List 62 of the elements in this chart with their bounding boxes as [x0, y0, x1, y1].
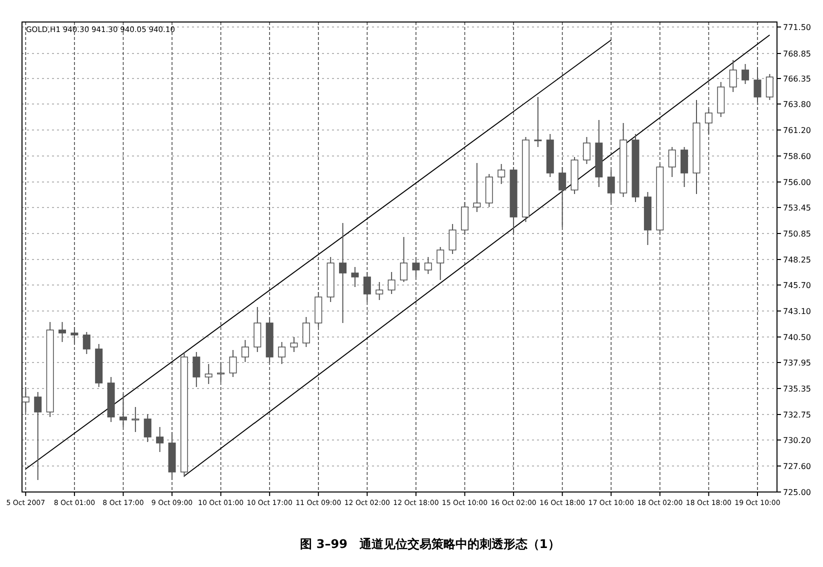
- candlestick: [448, 224, 456, 254]
- candlestick: [290, 336, 298, 352]
- y-tick-label: 732.75: [783, 410, 811, 420]
- y-tick-label: 737.95: [783, 358, 811, 368]
- y-tick-label: 771.50: [783, 23, 811, 32]
- candlestick: [229, 350, 237, 378]
- candlestick: [204, 364, 212, 384]
- candlestick: [22, 386, 30, 412]
- y-tick-label: 748.25: [783, 256, 811, 264]
- candlestick: [498, 164, 506, 184]
- candlestick: [82, 332, 90, 354]
- candlestick: [729, 60, 737, 92]
- candlestick: [607, 170, 615, 202]
- candlestick: [680, 146, 688, 188]
- candlestick: [668, 146, 676, 178]
- candlestick: [351, 266, 359, 288]
- candlestick: [363, 272, 371, 302]
- candlestick: [704, 108, 712, 134]
- y-tick-label: 727.60: [783, 462, 811, 471]
- candlestick: [742, 64, 750, 84]
- y-tick-label: 740.50: [783, 333, 811, 342]
- y-tick-label: 753.45: [783, 204, 811, 212]
- y-tick-label: 743.10: [783, 307, 811, 316]
- candlestick: [412, 256, 420, 278]
- y-tick-label: 766.35: [783, 74, 811, 84]
- candlestick: [376, 282, 384, 300]
- candlestick: [278, 342, 286, 364]
- candlestick: [217, 362, 225, 382]
- y-tick-label: 725.00: [783, 488, 811, 497]
- candlestick: [582, 136, 590, 164]
- text: 图 3–99 通道见位交易策略中的刺透形态（1）: [300, 537, 560, 551]
- candlestick: [461, 202, 469, 234]
- candlestick: [558, 166, 566, 228]
- candlestick: [436, 246, 444, 280]
- y-tick-label: 763.80: [783, 100, 811, 109]
- y-tick-label: 750.85: [783, 230, 811, 238]
- candlestick: [144, 414, 152, 442]
- y-tick-label: 745.70: [783, 281, 811, 290]
- candlestick: [192, 352, 200, 388]
- candlestick: [254, 306, 262, 352]
- y-tick-label: 768.85: [783, 50, 811, 58]
- y-tick-label: 756.00: [783, 178, 811, 187]
- candlestick: [70, 326, 78, 344]
- candlestick: [754, 66, 762, 102]
- candlestick: [339, 222, 347, 324]
- candlestick: [424, 256, 432, 274]
- y-tick-label: 730.20: [783, 436, 811, 445]
- candlestick: [473, 162, 481, 212]
- candlestick: [132, 406, 140, 432]
- candlestick: [388, 272, 396, 294]
- candlestick: [534, 96, 542, 148]
- candlestick: [302, 316, 310, 348]
- candlestick: [241, 340, 249, 362]
- y-tick-label: 735.35: [783, 384, 811, 394]
- y-tick-label: 758.60: [783, 152, 811, 161]
- candlestick: [156, 426, 164, 452]
- candlestick: [119, 394, 127, 428]
- candlestick: [58, 322, 66, 342]
- candlestick: [400, 236, 408, 282]
- candlestick: [766, 74, 774, 100]
- candlestick: [34, 392, 42, 480]
- y-tick-label: 761.20: [783, 126, 811, 135]
